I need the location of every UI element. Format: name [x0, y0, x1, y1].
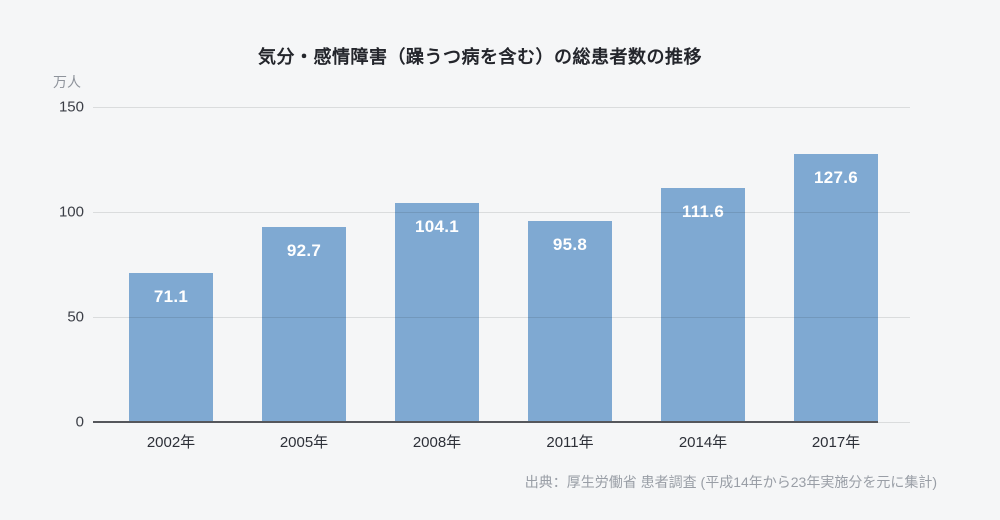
bar-value-label: 111.6 [681, 201, 725, 221]
bar-value-label: 127.6 [813, 168, 859, 188]
source-note: 出典：厚生労働省 患者調査 (平成14年から23年実施分を元に集計) [524, 474, 937, 490]
x-axis-tick-label: 2017年 [811, 434, 861, 451]
bar: 92.7 [262, 227, 346, 422]
bar-value-label: 71.1 [153, 286, 189, 306]
chart-title: 気分・感情障害（躁うつ病を含む）の総患者数の推移 [258, 47, 702, 67]
y-axis-tick-label: 0 [75, 413, 84, 431]
bar-value-label: 95.8 [552, 234, 588, 254]
x-axis-tick-label: 2002年 [146, 434, 196, 451]
y-axis-tick-label: 100 [58, 203, 84, 221]
y-axis-unit-label: 万人 [53, 74, 81, 90]
x-axis-line [93, 421, 878, 423]
gridline [93, 107, 910, 108]
plot-area: 71.1 92.7 104.1 95.8 111.6 127.6 [93, 107, 910, 423]
y-axis-tick-label: 150 [58, 98, 84, 116]
x-axis-tick-label: 2005年 [279, 434, 329, 451]
bar: 71.1 [129, 272, 213, 422]
bar: 104.1 [395, 203, 479, 422]
x-axis-tick-label: 2014年 [678, 434, 728, 451]
x-axis-tick-label: 2011年 [546, 434, 594, 451]
x-axis-tick-label: 2008年 [412, 434, 462, 451]
bar-value-label: 104.1 [414, 217, 460, 237]
bar: 127.6 [794, 154, 878, 422]
bar-value-label: 92.7 [286, 241, 322, 261]
y-axis-tick-label: 50 [67, 308, 84, 326]
gridline [93, 212, 910, 213]
bar: 111.6 [661, 187, 745, 422]
gridline [93, 317, 910, 318]
bar: 95.8 [528, 220, 612, 422]
